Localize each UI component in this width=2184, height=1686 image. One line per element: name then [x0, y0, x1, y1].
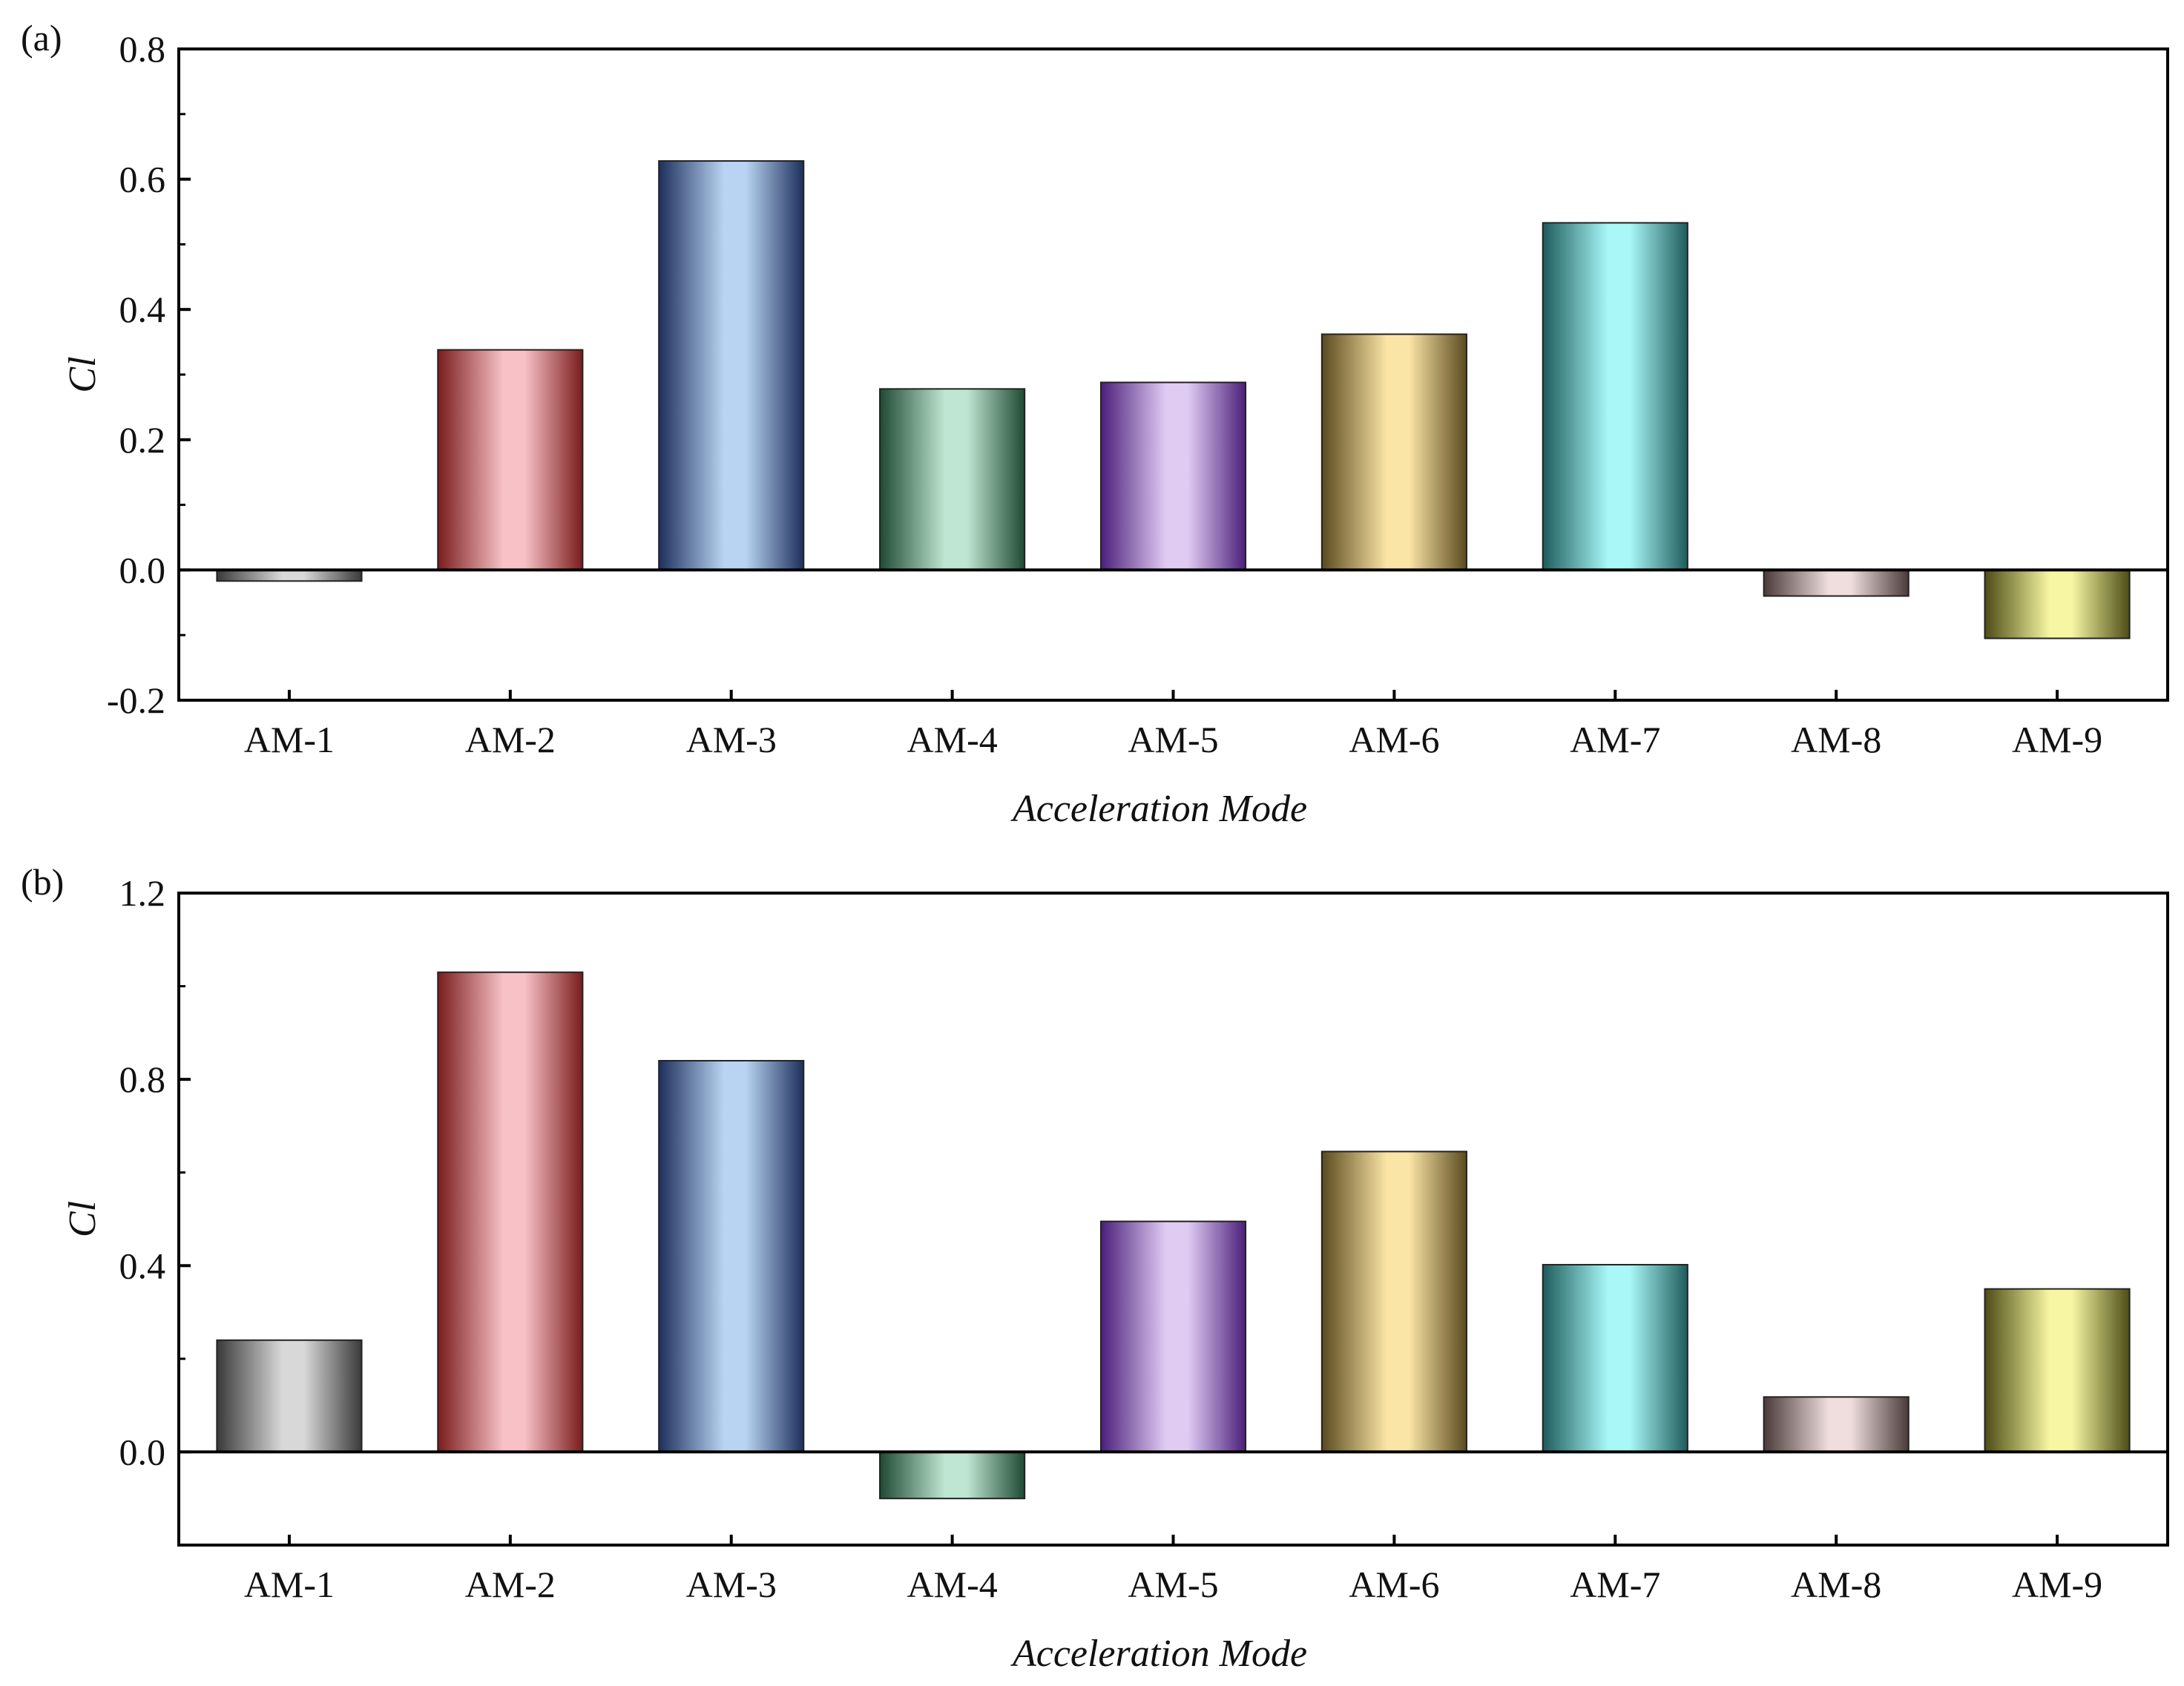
chart-panel-2: 0.0 0.4 0.8 1.2 AM-1 AM-2 AM-3 AM-4 AM-5 AM-6 AM-7… — [21, 861, 2169, 1675]
bar-am-7 — [1542, 1264, 1688, 1453]
bar-am-8 — [1763, 1396, 1910, 1453]
bar-am-9 — [1984, 569, 2131, 639]
bar-am-1 — [216, 569, 363, 582]
x-tick-label: AM-7 — [1570, 719, 1660, 760]
x-tick-label: AM-6 — [1349, 1564, 1439, 1605]
y-tick-label: 1.2 — [119, 872, 166, 914]
x-axis-title: Acceleration Mode — [1010, 1633, 1307, 1675]
bar-am-4 — [879, 388, 1026, 571]
x-tick-label: AM-5 — [1128, 719, 1218, 760]
x-tick-label: AM-3 — [686, 719, 777, 760]
y-tick-label: -0.2 — [107, 679, 165, 721]
x-tick-label: AM-2 — [465, 1564, 556, 1605]
x-tick-label: AM-4 — [907, 1564, 998, 1605]
y-tick-label: 0.6 — [119, 159, 166, 200]
x-tick-label: AM-8 — [1791, 719, 1881, 760]
x-tick-label: AM-1 — [244, 1564, 335, 1605]
y-tick-label: 0.2 — [119, 419, 166, 461]
y-tick-label: 0.8 — [119, 28, 166, 70]
bar-am-6 — [1320, 333, 1467, 571]
x-tick-label: AM-9 — [2012, 1564, 2102, 1605]
x-tick-label: AM-2 — [465, 719, 556, 760]
bar-am-7 — [1542, 222, 1688, 571]
bar-am-3 — [658, 160, 805, 571]
x-tick-label: AM-1 — [244, 719, 335, 760]
y-tick-label: 0.4 — [119, 1245, 166, 1286]
bar-am-5 — [1099, 381, 1247, 571]
y-tick-label: 0.8 — [119, 1058, 166, 1100]
bar-am-6 — [1320, 1150, 1467, 1453]
bar-am-1 — [216, 1339, 363, 1453]
chart-panel-1: -0.2 0.0 0.2 0.4 0.6 0.8 AM-1 AM-2 AM-3 AM-4 AM-5 A… — [21, 17, 2169, 830]
y-axis-title: Cl — [62, 1201, 104, 1237]
panel-label: (b) — [21, 861, 64, 903]
x-axis-title: Acceleration Mode — [1010, 788, 1307, 830]
x-tick-label: AM-3 — [686, 1564, 777, 1605]
bar-am-4 — [879, 1451, 1026, 1500]
y-axis-title: Cl — [62, 356, 104, 392]
x-tick-label: AM-4 — [907, 719, 998, 760]
bar-am-2 — [437, 349, 584, 571]
bar-am-5 — [1099, 1220, 1247, 1453]
y-tick-label: 0.4 — [119, 289, 166, 330]
x-tick-label: AM-9 — [2012, 719, 2102, 760]
bar-am-8 — [1763, 569, 1910, 597]
x-tick-label: AM-7 — [1570, 1564, 1660, 1605]
bar-am-3 — [658, 1060, 805, 1453]
bar-am-2 — [437, 971, 584, 1453]
x-tick-label: AM-5 — [1128, 1564, 1218, 1605]
bar-am-9 — [1984, 1288, 2131, 1453]
y-tick-label: 0.0 — [119, 549, 166, 590]
x-tick-label: AM-8 — [1791, 1564, 1881, 1605]
y-tick-label: 0.0 — [119, 1431, 166, 1472]
x-tick-label: AM-6 — [1349, 719, 1439, 760]
panel-label: (a) — [21, 17, 62, 59]
